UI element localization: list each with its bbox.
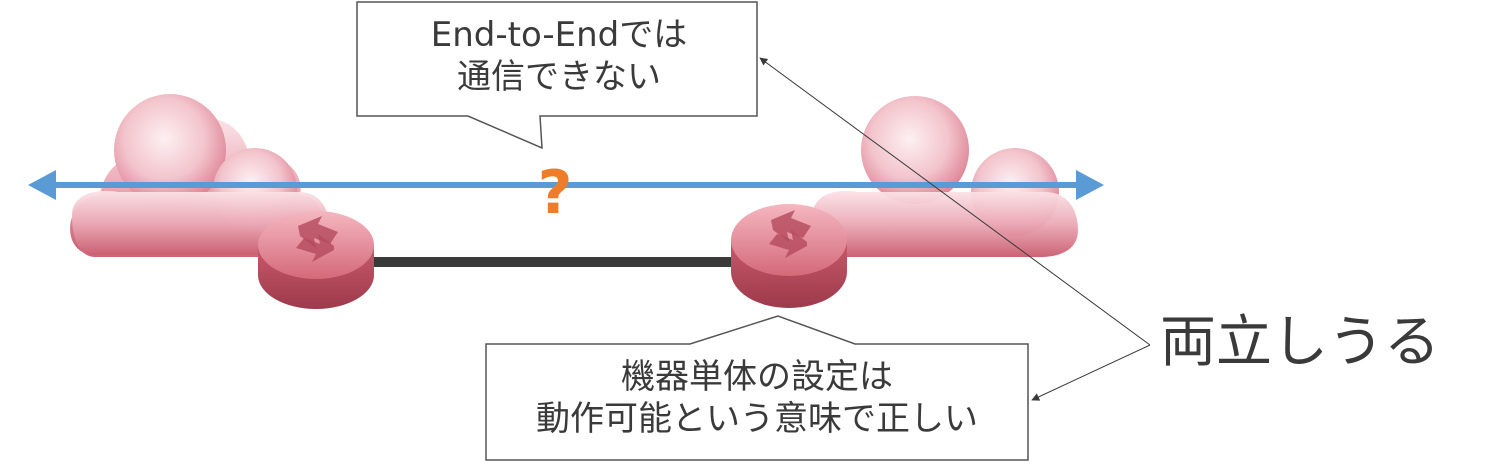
callout-top-line-1: End-to-Endでは — [430, 15, 688, 55]
callout-bottom-text: 機器単体の設定は 動作可能という意味で正しい — [488, 356, 1026, 440]
arrow-icon-left — [28, 170, 56, 200]
callout-bottom-line-2: 動作可能という意味で正しい — [536, 399, 978, 439]
callout-bottom-line-1: 機器単体の設定は — [621, 357, 893, 397]
callout-top-line-2: 通信できない — [457, 57, 661, 97]
connector-lines — [759, 57, 1151, 401]
router-icon-right — [731, 204, 847, 308]
end-to-end-arrow — [28, 170, 1104, 200]
question-mark: ? — [537, 158, 573, 228]
router-icon-left — [258, 211, 374, 309]
side-label: 両立しうる — [1160, 310, 1440, 375]
arrow-icon-right — [1076, 170, 1104, 200]
callout-top-box — [356, 1, 758, 150]
callout-top-text: End-to-Endでは 通信できない — [362, 14, 756, 98]
cloud-icon-right — [812, 96, 1078, 257]
callout-bottom-box — [485, 315, 1029, 461]
